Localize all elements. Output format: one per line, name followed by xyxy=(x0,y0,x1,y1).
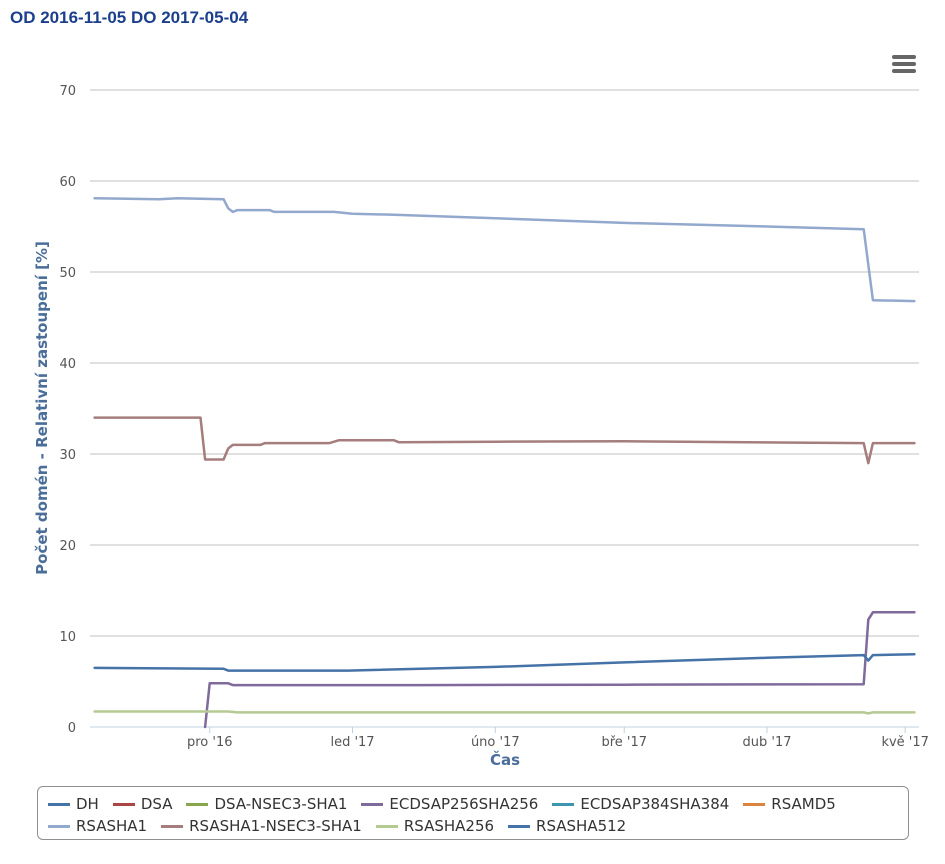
hamburger-icon xyxy=(892,55,916,59)
legend-label: RSAMD5 xyxy=(771,795,836,813)
chart-legend: DH DSA DSA-NSEC3-SHA1 ECDSAP256SHA256 ECDSAP… xyxy=(37,786,909,840)
y-tick-label: 0 xyxy=(68,721,76,736)
series-line-rsasha512[interactable] xyxy=(93,652,916,672)
hamburger-icon xyxy=(892,69,916,73)
axes: 0 10 20 30 40 50 60 70 pro '16 led '17 úno '17 bře … xyxy=(59,84,928,750)
legend-swatch xyxy=(48,824,70,828)
legend-swatch xyxy=(552,802,575,806)
y-tick-label: 10 xyxy=(59,630,76,645)
legend-swatch xyxy=(186,802,209,806)
legend-item-rsasha1[interactable]: RSASHA1 xyxy=(48,817,147,835)
legend-swatch xyxy=(112,802,135,806)
x-tick-label: úno '17 xyxy=(471,735,520,750)
series-line-ecdsap256sha256[interactable] xyxy=(203,611,916,729)
legend-label: RSASHA1-NSEC3-SHA1 xyxy=(189,817,362,835)
legend-item-rsasha256[interactable]: RSASHA256 xyxy=(375,817,495,835)
page-title: OD 2016-11-05 DO 2017-05-04 xyxy=(10,8,249,27)
y-tick-label: 60 xyxy=(59,175,76,190)
y-axis-title: Počet domén - Relativní zastoupení [%] xyxy=(33,241,51,575)
series-lines xyxy=(93,197,916,729)
legend-row: DH DSA DSA-NSEC3-SHA1 ECDSAP256SHA256 ECDSAP… xyxy=(48,793,908,815)
x-tick-label: dub '17 xyxy=(743,735,792,750)
legend-swatch xyxy=(361,802,384,806)
legend-label: DH xyxy=(76,795,99,813)
series-line-rsasha256[interactable] xyxy=(93,710,916,715)
x-tick-label: bře '17 xyxy=(601,735,647,750)
legend-item-rsasha512[interactable]: RSASHA512 xyxy=(508,817,626,835)
x-tick-label: pro '16 xyxy=(187,735,233,750)
legend-swatch xyxy=(161,824,184,828)
legend-item-rsasha1-nsec3-sha1[interactable]: RSASHA1-NSEC3-SHA1 xyxy=(161,817,362,835)
chart-menu-button[interactable] xyxy=(889,52,919,76)
legend-item-dsa[interactable]: DSA xyxy=(112,795,173,813)
y-tick-label: 50 xyxy=(59,266,76,281)
x-axis-title: Čas xyxy=(490,750,520,769)
x-tick-label: kvě '17 xyxy=(881,735,928,750)
y-tick-label: 30 xyxy=(59,448,76,463)
legend-swatch xyxy=(48,802,70,806)
y-tick-label: 20 xyxy=(59,539,76,554)
series-line-rsasha1[interactable] xyxy=(93,197,916,303)
legend-row: RSASHA1 RSASHA1-NSEC3-SHA1 RSASHA256 RSASHA… xyxy=(48,815,908,837)
series-line-rsasha1-nsec3-sha1[interactable] xyxy=(93,416,916,465)
legend-item-rsamd5[interactable]: RSAMD5 xyxy=(743,795,836,813)
legend-item-dh[interactable]: DH xyxy=(48,795,99,813)
legend-item-ecdsap256sha256[interactable]: ECDSAP256SHA256 xyxy=(361,795,538,813)
legend-label: DSA-NSEC3-SHA1 xyxy=(214,795,348,813)
legend-label: DSA xyxy=(140,795,173,813)
legend-swatch xyxy=(508,824,531,828)
x-tick-label: led '17 xyxy=(330,735,374,750)
legend-label: RSASHA256 xyxy=(403,817,495,835)
legend-label: RSASHA1 xyxy=(76,817,148,835)
hamburger-icon xyxy=(892,62,916,66)
line-chart: 0 10 20 30 40 50 60 70 pro '16 led '17 úno '17 bře … xyxy=(33,84,929,769)
legend-label: RSASHA512 xyxy=(536,817,627,835)
legend-label: ECDSAP384SHA384 xyxy=(580,795,730,813)
y-tick-label: 70 xyxy=(59,84,76,99)
legend-swatch xyxy=(375,824,398,828)
legend-item-dsa-nsec3-sha1[interactable]: DSA-NSEC3-SHA1 xyxy=(186,795,347,813)
legend-swatch xyxy=(743,802,766,806)
legend-item-ecdsap384sha384[interactable]: ECDSAP384SHA384 xyxy=(552,795,729,813)
grid xyxy=(90,89,919,637)
y-tick-label: 40 xyxy=(59,357,76,372)
legend-label: ECDSAP256SHA256 xyxy=(389,795,539,813)
